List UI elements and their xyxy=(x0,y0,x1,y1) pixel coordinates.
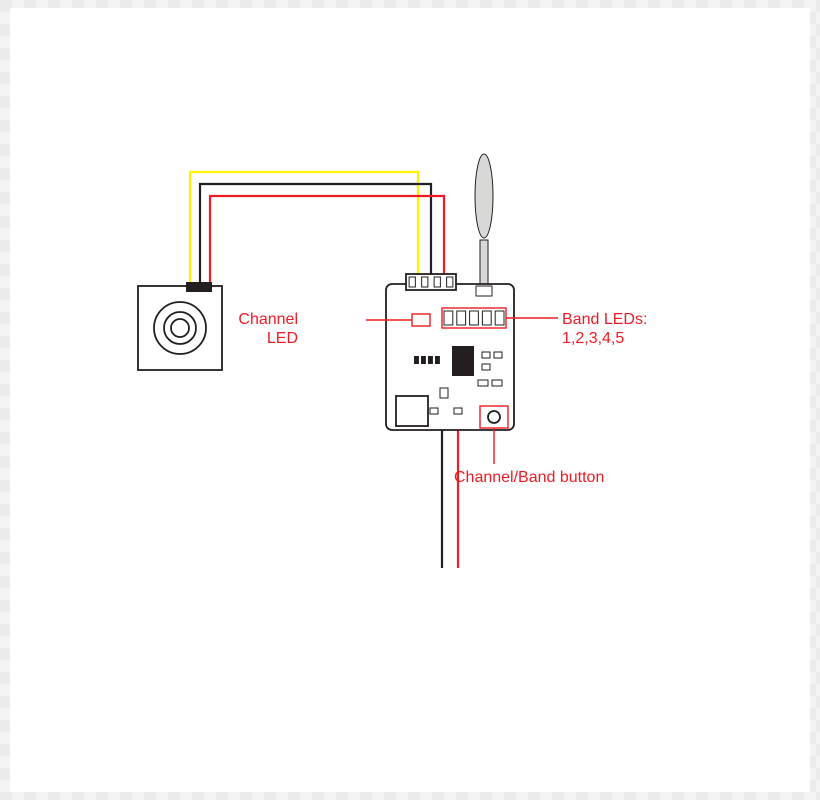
wire-black xyxy=(200,184,431,282)
camera-pads xyxy=(186,282,212,292)
antenna-stem xyxy=(480,240,488,284)
label-band-button: Channel/Band button xyxy=(454,468,604,487)
vtx-board xyxy=(386,274,514,430)
label-channel-led: Channel LED xyxy=(238,310,298,348)
wire-red xyxy=(210,196,444,282)
label-band-button-line1: Channel/Band button xyxy=(454,469,604,486)
label-band-leds-line1: Band LEDs: xyxy=(562,311,647,328)
wiring-diagram-svg xyxy=(10,8,810,792)
label-band-leds-line2: 1,2,3,4,5 xyxy=(562,330,624,347)
band-leds-highlight xyxy=(442,308,506,328)
label-channel-led-line2: LED xyxy=(267,330,298,347)
label-channel-led-line1: Channel xyxy=(238,311,298,328)
camera-lens-ring-3 xyxy=(171,319,189,337)
diagram-canvas: Channel LED Band LEDs: 1,2,3,4,5 Channel… xyxy=(10,8,810,792)
band-button-highlight xyxy=(480,406,508,428)
label-band-leds: Band LEDs: 1,2,3,4,5 xyxy=(562,310,647,348)
chip-mid xyxy=(452,346,474,376)
channel-led-highlight xyxy=(412,314,430,326)
camera-module xyxy=(138,282,222,370)
antenna-cap xyxy=(475,154,493,238)
board-connector xyxy=(406,274,456,290)
antenna-pad xyxy=(476,286,492,296)
chip-large xyxy=(396,396,428,426)
wire-yellow xyxy=(190,172,418,282)
antenna xyxy=(475,154,493,284)
